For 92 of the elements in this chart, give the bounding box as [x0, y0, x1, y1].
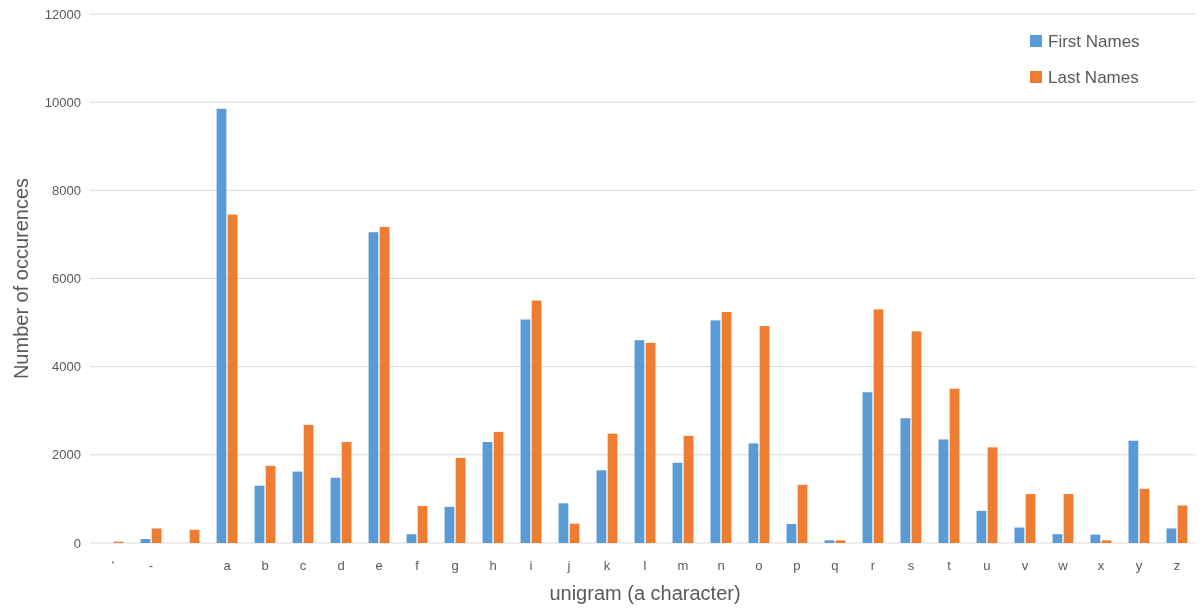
bar: [596, 470, 607, 543]
y-tick-label: 12000: [44, 6, 81, 22]
bar: [672, 462, 683, 543]
bar: [227, 214, 238, 543]
x-tick-label: j: [566, 558, 571, 573]
bar: [1166, 528, 1177, 543]
x-tick-label: i: [529, 558, 533, 573]
x-tick-label: ': [111, 558, 115, 573]
y-tick-label: 6000: [52, 271, 81, 287]
x-tick-label: e: [375, 558, 383, 573]
bar: [1063, 494, 1074, 543]
bar: [341, 442, 352, 543]
y-tick-label: 0: [73, 535, 81, 551]
x-tick-label: h: [489, 558, 497, 573]
bar: [493, 431, 504, 543]
x-tick-label: -: [148, 558, 154, 573]
bar: [683, 435, 694, 543]
bar: [379, 226, 390, 543]
bar: [987, 447, 998, 543]
x-tick-label: m: [677, 558, 689, 573]
bar: [1052, 534, 1063, 543]
y-axis-title: Number of occurences: [10, 177, 32, 380]
bar: [607, 433, 618, 543]
bar: [873, 309, 884, 543]
bar: [569, 523, 580, 543]
bar: [949, 388, 960, 543]
bar: [558, 503, 569, 543]
x-tick-label: s: [907, 558, 915, 573]
bar: [216, 108, 227, 543]
bar: [824, 540, 835, 543]
bar: [151, 528, 162, 543]
bar: [292, 471, 303, 543]
bar: [140, 539, 151, 543]
bar: [303, 424, 314, 543]
x-tick-label: f: [415, 558, 420, 573]
x-tick-label: t: [947, 558, 952, 573]
bar: [759, 326, 770, 543]
bar: [265, 465, 276, 543]
bar: [368, 232, 379, 543]
bar: [938, 439, 949, 543]
bar: [976, 510, 987, 543]
bar: [748, 443, 759, 543]
x-tick-label: n: [717, 558, 725, 573]
bar: [1025, 494, 1036, 543]
y-tick-label: 2000: [52, 447, 81, 463]
bar: [482, 442, 493, 543]
bar: [1139, 488, 1150, 543]
x-tick-label: v: [1021, 558, 1029, 573]
bar: [721, 312, 732, 543]
bar: [531, 300, 542, 543]
x-tick-label: k: [603, 558, 611, 573]
bar: [254, 485, 265, 543]
legend-label: Last Names: [1048, 67, 1139, 87]
bar: [786, 524, 797, 543]
bar: [406, 534, 417, 543]
x-tick-label: w: [1057, 558, 1069, 573]
x-tick-label: q: [831, 558, 839, 573]
bar: [444, 506, 455, 543]
x-tick-label: d: [337, 558, 345, 573]
x-tick-label: o: [755, 558, 763, 573]
x-tick-label: p: [793, 558, 801, 573]
y-tick-label: 10000: [44, 94, 81, 110]
x-tick-label: r: [870, 558, 876, 573]
bar: [1128, 440, 1139, 543]
legend-label: First Names: [1048, 31, 1140, 51]
x-tick-label: l: [643, 558, 647, 573]
x-axis-title: unigram (a character): [549, 582, 741, 604]
x-tick-label: g: [451, 558, 459, 573]
bar: [797, 484, 808, 543]
bar: [1177, 505, 1188, 543]
x-tick-label: b: [261, 558, 269, 573]
bar: [520, 319, 531, 543]
bar: [862, 392, 873, 543]
x-tick-label: y: [1135, 558, 1143, 573]
y-tick-label: 8000: [52, 182, 81, 198]
bar: [900, 418, 911, 543]
x-tick-label: u: [983, 558, 991, 573]
bar: [645, 342, 656, 543]
x-tick-label: c: [299, 558, 307, 573]
bar: [330, 477, 341, 543]
y-tick-label: 4000: [52, 359, 81, 375]
bar: [417, 505, 428, 543]
bar: [634, 340, 645, 543]
bar: [911, 331, 922, 543]
bar: [189, 529, 200, 543]
x-tick-label: x: [1097, 558, 1105, 573]
x-tick-label: a: [223, 558, 232, 573]
bar: [710, 320, 721, 543]
bar: [835, 540, 846, 543]
bar: [455, 457, 466, 543]
bar: [1101, 540, 1112, 543]
x-tick-label: z: [1173, 558, 1181, 573]
